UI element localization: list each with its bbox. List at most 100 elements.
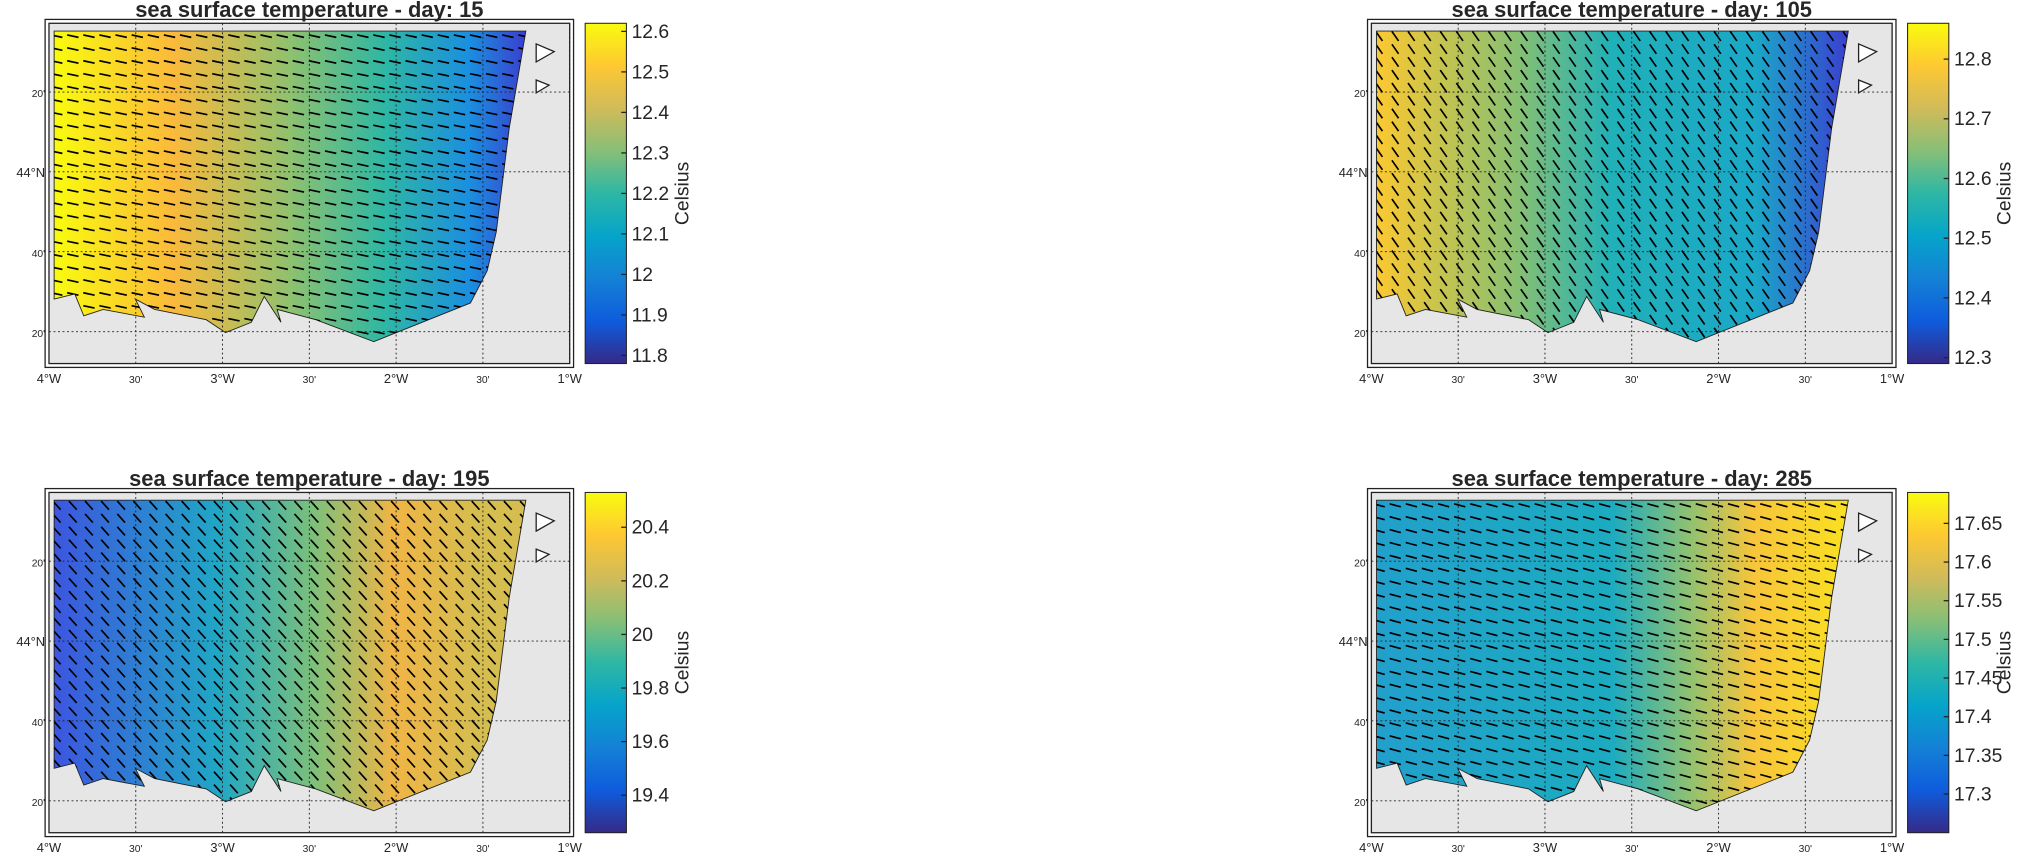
arrow — [1389, 593, 1402, 598]
arrow — [471, 680, 481, 691]
arrow — [1794, 262, 1803, 274]
arrow — [147, 227, 160, 232]
arrow — [54, 552, 62, 562]
arrow — [244, 175, 256, 180]
arrow — [228, 227, 240, 232]
x-tick-label: 30' — [1451, 844, 1464, 855]
arrow — [324, 201, 337, 206]
arrow — [277, 629, 287, 640]
arrow — [277, 526, 287, 536]
arrow — [1582, 644, 1595, 650]
arrow — [1486, 644, 1498, 650]
arrow — [487, 577, 497, 588]
arrow — [422, 758, 432, 768]
arrow — [1518, 760, 1530, 766]
arrow — [228, 266, 240, 271]
arrow — [293, 564, 303, 575]
arrow — [405, 201, 418, 206]
arrow — [54, 150, 63, 155]
arrow — [437, 253, 450, 258]
arrow — [469, 163, 482, 168]
arrow — [68, 513, 78, 524]
arrow — [422, 719, 432, 730]
arrow — [1824, 515, 1837, 521]
arrow — [1729, 301, 1738, 313]
arrow — [211, 227, 224, 232]
arrow — [1759, 606, 1772, 611]
arrow — [1584, 31, 1593, 42]
arrow — [228, 150, 240, 155]
arrow — [1729, 134, 1738, 145]
arrow — [213, 771, 223, 781]
arrow — [197, 552, 207, 562]
arrow — [1614, 631, 1627, 637]
arrow — [1598, 657, 1611, 663]
arrow — [1649, 250, 1658, 261]
arrow — [421, 253, 434, 258]
arrow — [1453, 722, 1466, 727]
arrow — [405, 304, 418, 309]
arrow — [1550, 567, 1563, 573]
arrow — [1520, 250, 1529, 261]
arrow — [179, 214, 192, 219]
arrow — [1391, 134, 1400, 145]
arrow — [83, 47, 95, 52]
arrow — [1649, 198, 1658, 209]
arrow — [1455, 288, 1464, 300]
arrow — [66, 188, 79, 193]
arrow — [1632, 211, 1641, 222]
arrow — [390, 693, 400, 704]
arrow — [1566, 644, 1579, 650]
arrow — [405, 227, 418, 232]
arrow — [1421, 773, 1434, 779]
arrow — [1486, 541, 1498, 547]
arrow — [164, 693, 174, 704]
arrow — [422, 526, 432, 536]
arrow — [390, 655, 400, 665]
arrow — [147, 175, 160, 180]
arrow — [1486, 657, 1498, 663]
arrow — [1679, 799, 1692, 805]
arrow — [1616, 172, 1625, 184]
arrow — [487, 590, 497, 601]
arrow — [1455, 146, 1464, 158]
scale-arrow — [1857, 42, 1879, 64]
arrow — [1504, 262, 1513, 274]
arrow — [1487, 237, 1496, 248]
arrow — [374, 500, 384, 511]
arrow — [116, 706, 126, 717]
arrow — [245, 616, 255, 627]
arrow — [1455, 250, 1464, 261]
arrow — [1745, 275, 1754, 287]
arrow — [1616, 275, 1625, 287]
arrow — [1437, 735, 1450, 740]
arrow — [1469, 619, 1482, 624]
arrow — [326, 577, 336, 588]
arrow — [147, 85, 160, 90]
arrow — [406, 513, 416, 524]
arrow — [1713, 134, 1722, 145]
arrow — [1437, 747, 1450, 753]
arrow — [1826, 69, 1835, 81]
arrow — [276, 124, 289, 129]
arrow — [197, 706, 207, 717]
arrow — [99, 59, 111, 64]
arrow — [437, 201, 450, 206]
arrow — [390, 771, 400, 781]
arrow — [1616, 82, 1625, 93]
arrow — [148, 616, 158, 627]
arrow — [1729, 275, 1738, 287]
arrow — [163, 85, 176, 90]
arrow — [421, 137, 434, 142]
arrow — [437, 304, 450, 309]
arrow — [1810, 69, 1819, 81]
panel: 4°W 30' 3°W 30' 2°W 30' 1°W20'40'44°N20'sea su… — [1339, 0, 2016, 386]
arrow — [54, 163, 63, 168]
arrow — [131, 59, 144, 64]
arrow — [229, 590, 239, 601]
arrow — [1600, 121, 1609, 132]
arrow — [438, 693, 448, 704]
arrow — [179, 201, 192, 206]
arrow — [163, 163, 176, 168]
arrow — [1810, 82, 1819, 93]
